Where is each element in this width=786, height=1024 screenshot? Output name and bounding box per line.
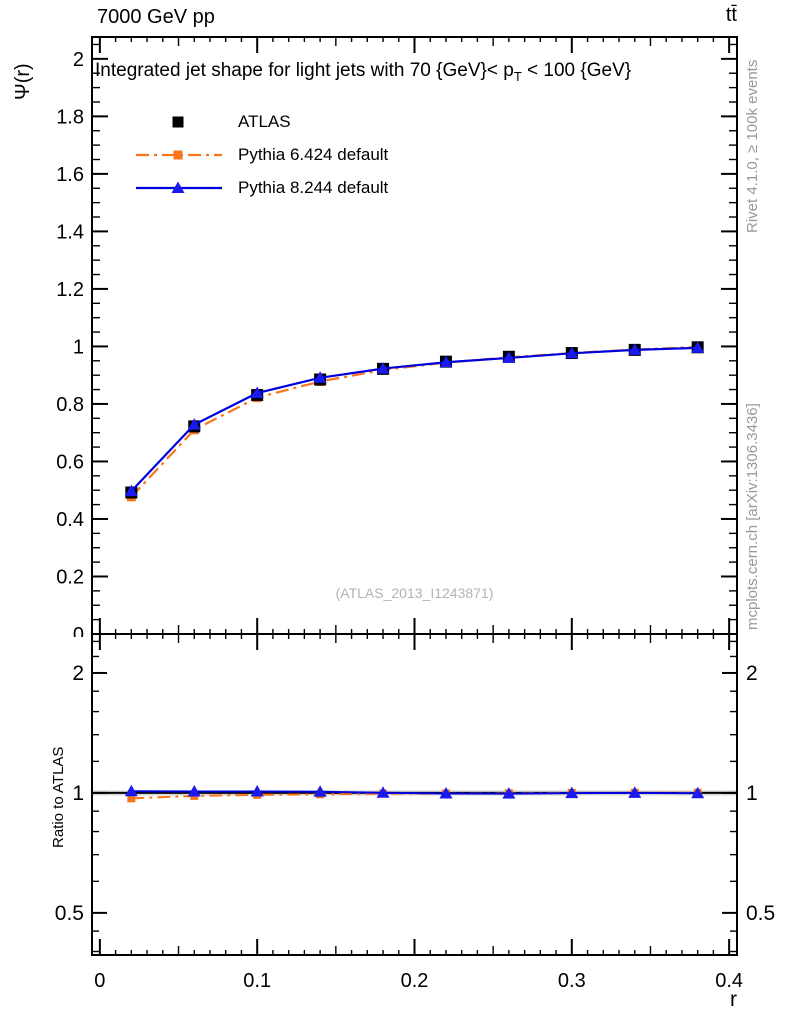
y-tick-label-main: 0.4 — [56, 509, 84, 531]
beam-energy-label: 7000 GeV pp — [97, 6, 215, 28]
legend-label-atlas: ATLAS — [238, 112, 291, 131]
pythia8-ratio-point — [250, 785, 264, 797]
y-tick-label-main: 2 — [73, 49, 84, 71]
pythia8-point — [250, 386, 264, 399]
pythia8-ratio-point — [376, 786, 390, 798]
legend-label-pythia8: Pythia 8.244 default — [238, 178, 389, 197]
analysis-watermark: (ATLAS_2013_I1243871) — [335, 585, 494, 601]
y-tick-label-main: 0 — [73, 624, 84, 646]
legend-pythia6-marker-icon — [173, 150, 183, 160]
pythia8-ratio-point — [691, 786, 705, 799]
pythia8-point — [376, 362, 390, 374]
y-tick-label-ratio-left: 2 — [72, 662, 84, 685]
pythia8-ratio-point — [187, 785, 201, 797]
x-tick-label: 0.1 — [243, 970, 271, 992]
y-tick-label-main: 0.6 — [56, 451, 84, 473]
y-tick-label-main: 0.8 — [56, 394, 84, 416]
x-tick-label: 0 — [94, 970, 105, 992]
pythia8-point — [439, 355, 453, 368]
y-tick-label-ratio-right: 2 — [746, 662, 758, 685]
legend-label-pythia6: Pythia 6.424 default — [238, 145, 389, 164]
y-tick-label-ratio-left: 1 — [72, 782, 84, 805]
x-tick-label: 0.4 — [715, 970, 743, 992]
y-tick-label-ratio-right: 1 — [746, 782, 758, 805]
pythia8-point — [124, 484, 138, 497]
rivet-version-note: Rivet 4.1.0, ≥ 100k events — [744, 59, 761, 233]
ratio-y-axis-title: Ratio to ATLAS — [50, 746, 67, 848]
y-tick-label-ratio-right: 0.5 — [746, 902, 775, 925]
pythia8-point — [187, 418, 201, 430]
y-tick-label-main: 0.2 — [56, 566, 84, 588]
process-label: tt̄ — [725, 4, 737, 26]
pythia8-ratio-point — [502, 787, 516, 799]
mcplots-note: mcplots.cern.ch [arXiv:1306.3436] — [744, 403, 761, 630]
y-tick-label-main: 1.6 — [56, 164, 84, 186]
pythia8-ratio-curve — [131, 790, 698, 795]
main-y-labels: 0 0.2 0.4 0.6 0.8 1 1.2 1.4 1.6 1.8 2 — [56, 49, 84, 646]
pythia8-ratio-point — [628, 786, 642, 798]
pythia8-point — [565, 346, 579, 359]
pythia8-point — [628, 343, 642, 355]
x-axis-title: r — [730, 988, 737, 1011]
main-y-axis-title: Ψ(r) — [12, 63, 34, 100]
pythia8-ratio-point — [124, 784, 138, 797]
plot-title-text: Integrated jet shape for light jets with… — [95, 60, 514, 81]
pythia8-ratio-point — [565, 786, 579, 799]
pythia6-ratio-point — [127, 794, 136, 803]
y-tick-label-main: 1 — [73, 336, 84, 358]
x-tick-label: 0.2 — [401, 970, 429, 992]
pythia8-point — [502, 351, 516, 363]
plot-title: Integrated jet shape for light jets with… — [95, 60, 738, 84]
plot-title-subscript: T — [513, 68, 522, 84]
pythia8-point — [313, 371, 327, 383]
plot-title-text-end: < 100 {GeV} — [521, 60, 632, 81]
x-tick-label: 0.3 — [558, 970, 586, 992]
pythia8-ratio-point — [313, 785, 327, 797]
pythia8-curve — [130, 346, 698, 492]
y-tick-label-main: 1.8 — [56, 106, 84, 128]
legend-atlas-marker-icon — [172, 116, 184, 128]
pythia6-curve — [130, 345, 698, 498]
pythia8-point — [691, 341, 705, 353]
legend-pythia8-marker-icon — [171, 181, 185, 193]
y-tick-label-ratio-left: 0.5 — [55, 902, 84, 925]
y-tick-label-main: 1.4 — [56, 221, 84, 243]
pythia8-ratio-point — [439, 786, 453, 799]
main-panel-frame — [91, 36, 738, 635]
y-tick-label-main: 1.2 — [56, 279, 84, 301]
